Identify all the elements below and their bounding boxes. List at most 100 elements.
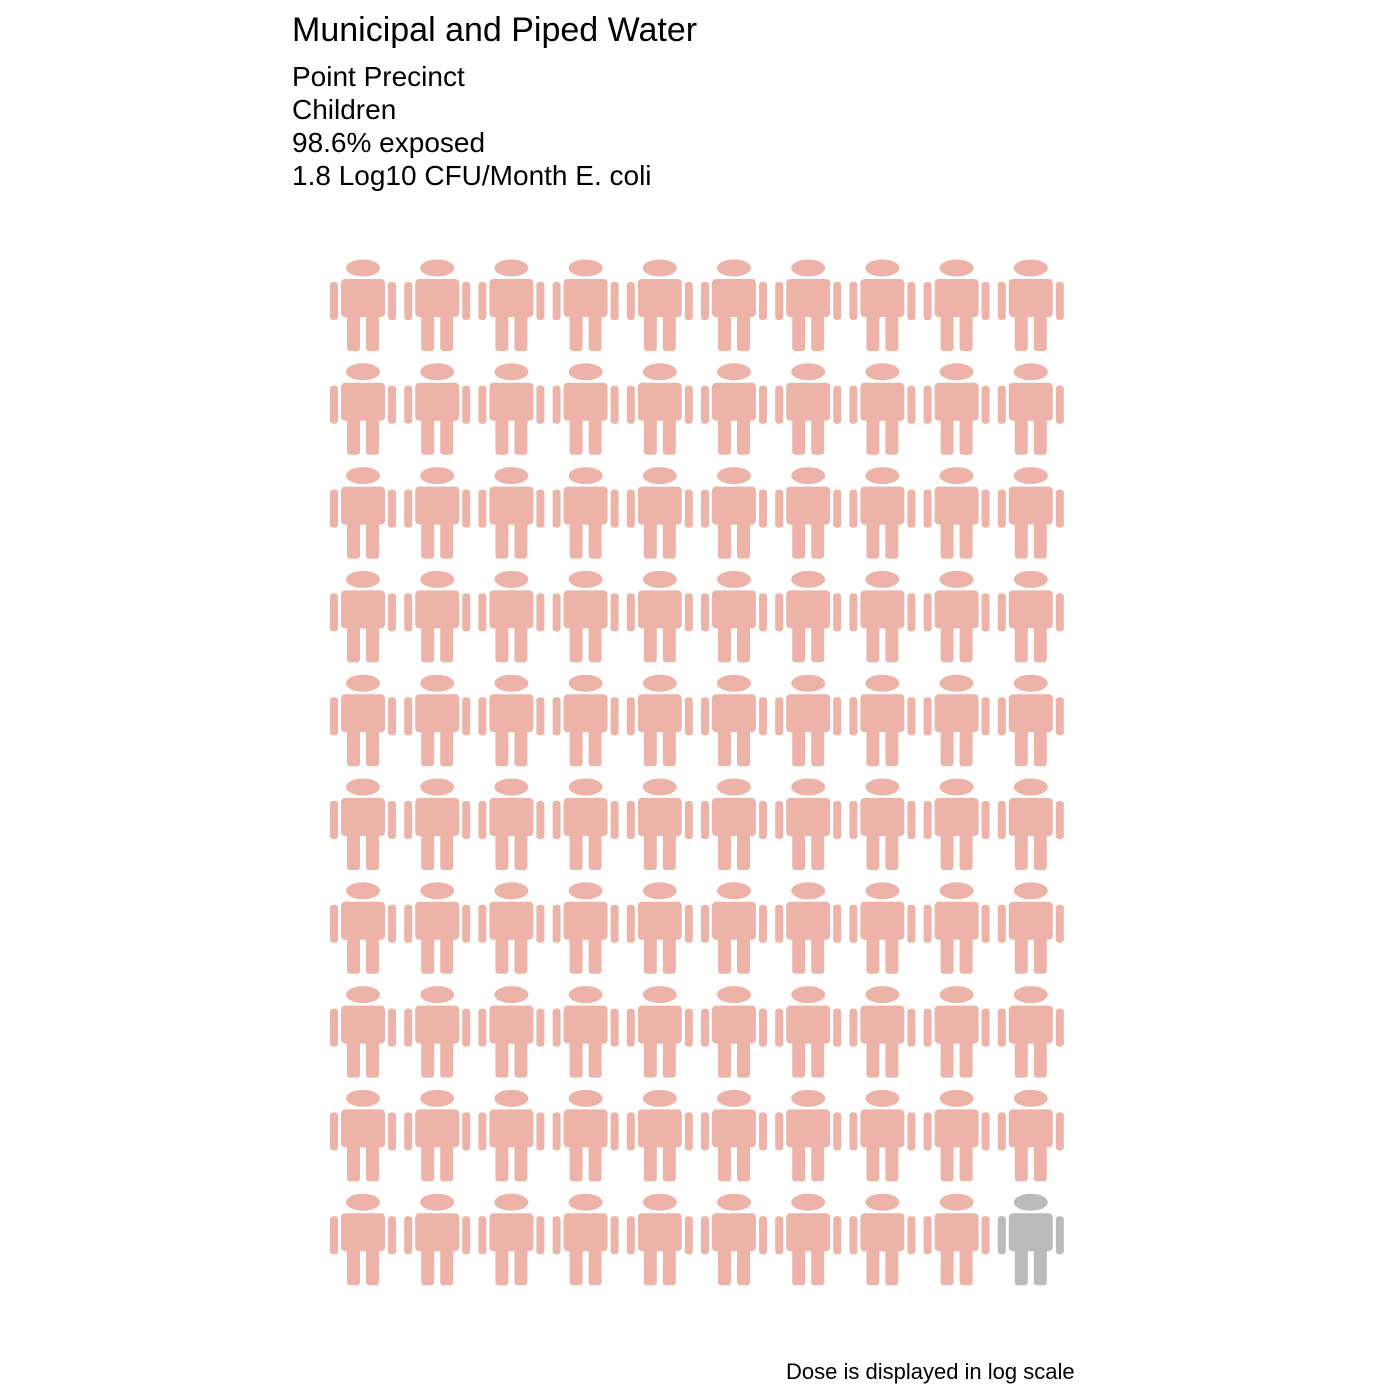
person-icon (775, 674, 842, 767)
person-icon (626, 882, 693, 974)
person-icon (775, 467, 842, 559)
person-icon (330, 778, 396, 870)
person-icon (552, 1193, 619, 1286)
person-icon (701, 778, 767, 870)
person-icon (923, 259, 990, 351)
person-icon (404, 363, 471, 455)
person-icon (997, 778, 1064, 870)
person-icon (701, 363, 767, 455)
person-icon (626, 674, 693, 767)
person-icon (330, 1193, 396, 1286)
person-icon (330, 882, 396, 974)
person-icon (701, 259, 767, 351)
person-icon (478, 1193, 545, 1286)
person-icon (701, 882, 767, 974)
person-icon (404, 259, 471, 351)
person-icon (404, 1193, 471, 1286)
person-icon (923, 986, 990, 1078)
person-icon (404, 674, 471, 767)
person-icon (404, 882, 471, 974)
person-icon (775, 778, 842, 870)
person-icon (701, 570, 767, 663)
person-icon (404, 570, 471, 663)
subtitle-location: Point Precinct (292, 61, 465, 92)
person-icon (478, 1089, 545, 1182)
person-icon (552, 882, 619, 974)
person-icon (404, 986, 471, 1078)
person-icon (626, 467, 693, 559)
person-icon (330, 259, 396, 351)
person-icon (997, 363, 1064, 455)
person-icon (775, 882, 842, 974)
person-icon (923, 882, 990, 974)
person-icon (404, 778, 471, 870)
person-icon (330, 986, 396, 1078)
person-icon (478, 259, 545, 351)
person-icon (997, 1089, 1064, 1182)
person-icon (330, 1089, 396, 1182)
person-icon (997, 259, 1064, 351)
person-icon (552, 674, 619, 767)
person-icon (478, 674, 545, 767)
person-icon (626, 778, 693, 870)
person-icon (997, 986, 1064, 1078)
person-icon (330, 467, 396, 559)
person-icon (478, 570, 545, 663)
person-icon (997, 570, 1064, 663)
subtitle-population: Children (292, 94, 397, 125)
person-icon (923, 1193, 990, 1286)
subtitle-dose: 1.8 Log10 CFU/Month E. coli (292, 160, 652, 191)
chart-caption: Dose is displayed in log scale (786, 1359, 1075, 1384)
person-icon (552, 363, 619, 455)
person-icon (701, 674, 767, 767)
person-icon (478, 778, 545, 870)
person-icon (478, 363, 545, 455)
person-icon (404, 467, 471, 559)
person-icon (701, 1193, 767, 1286)
person-icon (923, 778, 990, 870)
person-icon (849, 986, 916, 1078)
person-icon (997, 467, 1064, 559)
person-icon (775, 1193, 842, 1286)
person-icon (626, 570, 693, 663)
person-icon (478, 986, 545, 1078)
person-icon (923, 363, 990, 455)
person-icon (552, 1089, 619, 1182)
person-icon (923, 570, 990, 663)
person-icon (997, 674, 1064, 767)
person-icon (552, 570, 619, 663)
person-icon (775, 363, 842, 455)
person-icon (849, 570, 916, 663)
person-icon (626, 259, 693, 351)
person-icon (997, 882, 1064, 974)
person-icon (997, 1193, 1064, 1286)
person-icon (552, 986, 619, 1078)
person-icon (701, 1089, 767, 1182)
subtitle-exposure: 98.6% exposed (292, 127, 486, 158)
person-icon (923, 1089, 990, 1182)
person-icon (849, 363, 916, 455)
person-icon (404, 1089, 471, 1182)
person-icon (849, 467, 916, 559)
person-icon (478, 882, 545, 974)
person-icon (775, 986, 842, 1078)
chart-subtitle: Point Precinct Children 98.6% exposed 1.… (292, 60, 652, 192)
person-icon (775, 259, 842, 351)
person-icon (330, 570, 396, 663)
person-icon (552, 259, 619, 351)
person-icon (330, 674, 396, 767)
chart-title: Municipal and Piped Water (292, 11, 698, 49)
person-icon (626, 363, 693, 455)
person-icon (849, 1193, 916, 1286)
person-icon (775, 570, 842, 663)
person-icon (552, 467, 619, 559)
person-icon (775, 1089, 842, 1182)
person-icon (701, 986, 767, 1078)
person-icon (478, 467, 545, 559)
person-icon (849, 259, 916, 351)
person-icon (849, 1089, 916, 1182)
person-icon (923, 674, 990, 767)
person-icon (923, 467, 990, 559)
person-icon (626, 986, 693, 1078)
